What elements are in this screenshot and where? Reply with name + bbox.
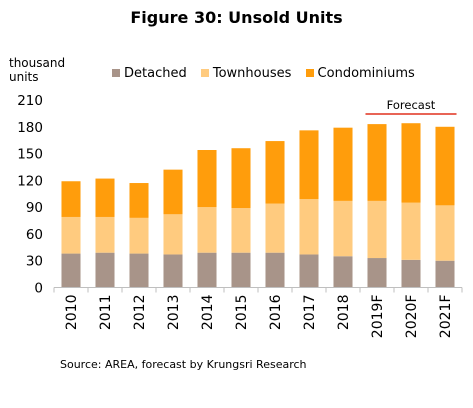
- y-tick-label: 60: [26, 227, 43, 243]
- y-tick-label: 90: [26, 200, 43, 216]
- bar-detached-2021F: [435, 260, 455, 288]
- x-tick-label: 2019F: [370, 295, 386, 339]
- y-tick-label: 150: [17, 147, 43, 163]
- bar-detached-2010: [61, 253, 81, 288]
- x-tick-label: 2020F: [404, 295, 420, 339]
- bar-detached-2020F: [401, 259, 421, 288]
- bar-detached-2016: [265, 252, 285, 288]
- source-note: Source: AREA, forecast by Krungsri Resea…: [60, 358, 307, 371]
- bar-townhouses-2019F: [367, 200, 387, 259]
- x-tick-label: 2015: [234, 295, 250, 331]
- bar-condominiums-2016: [265, 141, 285, 204]
- legend-item-detached: Detached: [112, 66, 187, 81]
- legend-label-townhouses: Townhouses: [212, 66, 292, 81]
- legend-item-townhouses: Townhouses: [200, 66, 292, 81]
- y-tick-label: 0: [34, 281, 43, 297]
- x-tick-label: 2011: [98, 295, 114, 331]
- bar-condominiums-2018: [333, 127, 353, 201]
- bar-condominiums-2013: [163, 169, 183, 215]
- legend-item-condominiums: Condominiums: [305, 66, 415, 81]
- bar-townhouses-2010: [61, 216, 81, 254]
- chart-title: Figure 30: Unsold Units: [130, 8, 343, 27]
- y-axis-unit-line-2: units: [9, 70, 39, 84]
- x-tick-label: 2014: [200, 294, 216, 330]
- bar-detached-2018: [333, 256, 353, 288]
- bar-townhouses-2017: [299, 199, 319, 255]
- x-tick-label: 2013: [166, 295, 182, 331]
- x-tick-label: 2010: [64, 295, 80, 331]
- forecast-label: Forecast: [387, 98, 436, 112]
- legend-swatch-townhouses: [200, 69, 209, 77]
- bar-condominiums-2014: [197, 150, 217, 208]
- bar-townhouses-2014: [197, 207, 217, 253]
- bar-detached-2017: [299, 254, 319, 288]
- x-tick-label: 2012: [132, 295, 148, 331]
- legend-swatch-condominiums: [305, 69, 314, 77]
- bar-townhouses-2013: [163, 214, 183, 255]
- bar-detached-2014: [197, 252, 217, 288]
- bars: [61, 123, 455, 288]
- y-tick-label: 210: [17, 93, 43, 109]
- bar-condominiums-2011: [95, 178, 115, 217]
- x-tick-label: 2016: [268, 294, 284, 330]
- x-axis: 2010 2011 2012 2013 2014 2015 2016 2017 2018 2019…: [53, 287, 463, 339]
- bar-townhouses-2021F: [435, 205, 455, 261]
- bar-townhouses-2018: [333, 200, 353, 257]
- bar-townhouses-2012: [129, 217, 149, 254]
- legend-label-condominiums: Condominiums: [317, 66, 415, 81]
- bar-detached-2013: [163, 254, 183, 288]
- bar-detached-2015: [231, 252, 251, 288]
- y-axis-unit-line-1: thousand: [9, 56, 66, 70]
- bar-townhouses-2011: [95, 216, 115, 253]
- bar-condominiums-2021F: [435, 126, 455, 206]
- y-axis-unit-label: thousand units: [9, 56, 65, 84]
- bar-condominiums-2010: [61, 181, 81, 217]
- bar-condominiums-2019F: [367, 124, 387, 201]
- y-axis: 0 30 60 90 120 150 180 210: [17, 93, 43, 297]
- bar-townhouses-2015: [231, 208, 251, 253]
- bar-condominiums-2017: [299, 130, 319, 200]
- chart-legend: Detached Townhouses Condominiums: [112, 66, 425, 81]
- bar-detached-2012: [129, 253, 149, 288]
- bar-detached-2019F: [367, 258, 387, 288]
- bar-condominiums-2020F: [401, 123, 421, 203]
- legend-label-detached: Detached: [124, 66, 187, 81]
- y-tick-label: 120: [17, 173, 43, 189]
- bar-condominiums-2012: [129, 183, 149, 218]
- bar-condominiums-2015: [231, 148, 251, 209]
- bar-townhouses-2020F: [401, 202, 421, 260]
- legend-swatch-detached: [112, 69, 120, 77]
- x-tick-label: 2017: [302, 295, 318, 331]
- bar-townhouses-2016: [265, 203, 285, 253]
- y-tick-label: 180: [17, 120, 43, 136]
- y-tick-label: 30: [26, 254, 43, 270]
- bar-detached-2011: [95, 252, 115, 288]
- x-tick-label: 2021F: [438, 295, 454, 339]
- x-tick-label: 2018: [336, 295, 352, 331]
- forecast-annotation: Forecast: [365, 98, 457, 115]
